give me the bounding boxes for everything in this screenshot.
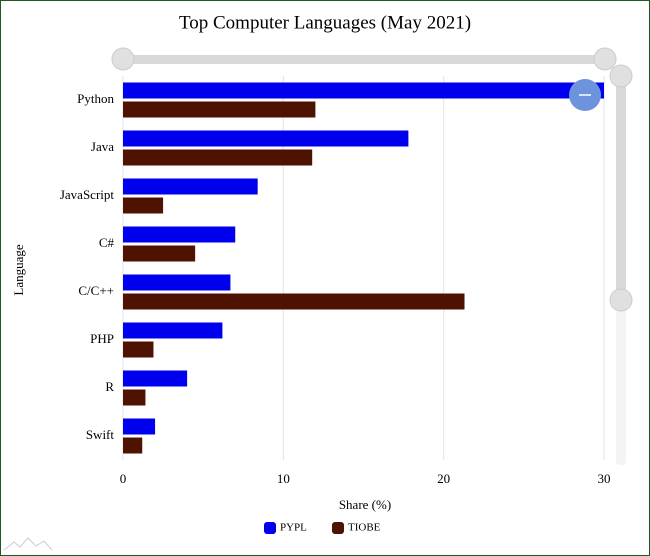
x-tick-label: 10: [277, 471, 290, 486]
y-tick-label: C/C++: [78, 283, 114, 298]
legend-label: TIOBE: [348, 522, 381, 534]
bar: [123, 226, 236, 243]
bar: [123, 178, 258, 195]
vertical-scrollbar-track: [616, 300, 626, 465]
y-tick-label: Swift: [86, 427, 115, 442]
y-tick-label: R: [105, 379, 114, 394]
bar: [123, 437, 143, 454]
bar: [123, 322, 223, 339]
vertical-scrollbar[interactable]: [616, 75, 626, 300]
scrollbar-grip-start[interactable]: [111, 47, 135, 71]
y-axis-title: Language: [11, 244, 26, 295]
bar: [123, 370, 188, 387]
legend-swatch: [332, 522, 344, 534]
bar: [123, 197, 164, 214]
y-tick-label: JavaScript: [60, 187, 115, 202]
scrollbar-grip-top[interactable]: [609, 64, 633, 88]
bar: [123, 341, 154, 358]
logo: [3, 537, 53, 551]
bar: [123, 149, 313, 166]
bar: [123, 293, 465, 310]
bar: [123, 82, 604, 99]
scrollbar-grip-bottom[interactable]: [609, 288, 633, 312]
y-tick-label: Java: [91, 139, 114, 154]
legend-label: PYPL: [280, 522, 307, 534]
x-tick-label: 20: [437, 471, 450, 486]
bar: [123, 389, 146, 406]
horizontal-scrollbar[interactable]: [123, 55, 605, 64]
y-tick-label: PHP: [90, 331, 114, 346]
y-tick-label: C#: [99, 235, 115, 250]
y-tick-label: Python: [77, 91, 114, 106]
x-tick-label: 30: [598, 471, 611, 486]
chart-title: Top Computer Languages (May 2021): [179, 12, 471, 33]
legend-swatch: [264, 522, 276, 534]
x-axis-title: Share (%): [339, 497, 391, 512]
scrollbar-grip-end[interactable]: [593, 47, 617, 71]
bar: [123, 130, 409, 147]
bar: [123, 418, 156, 435]
bar: [123, 245, 196, 262]
bar: [123, 274, 231, 291]
x-tick-label: 0: [120, 471, 127, 486]
bar: [123, 101, 316, 118]
